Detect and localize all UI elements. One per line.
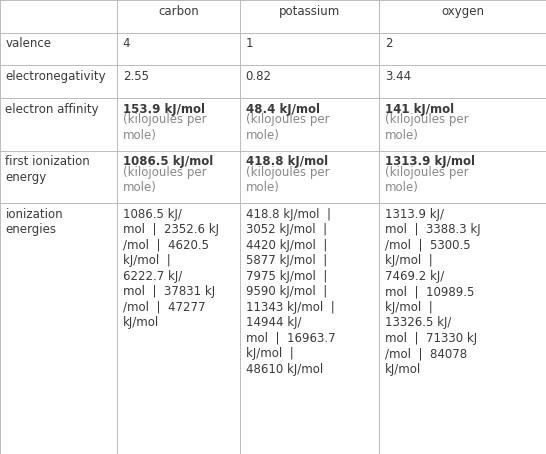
Text: (kilojoules per
mole): (kilojoules per mole) xyxy=(385,166,468,194)
Text: 1313.9 kJ/mol: 1313.9 kJ/mol xyxy=(385,155,475,168)
Text: electronegativity: electronegativity xyxy=(5,70,106,83)
Text: ionization
energies: ionization energies xyxy=(5,208,63,237)
Text: 4: 4 xyxy=(123,37,130,50)
Text: 2.55: 2.55 xyxy=(123,70,149,83)
Text: 141 kJ/mol: 141 kJ/mol xyxy=(385,103,454,116)
Text: 1: 1 xyxy=(246,37,253,50)
Text: (kilojoules per
mole): (kilojoules per mole) xyxy=(246,166,329,194)
Text: 3.44: 3.44 xyxy=(385,70,411,83)
Text: (kilojoules per
mole): (kilojoules per mole) xyxy=(123,113,206,142)
Text: first ionization
energy: first ionization energy xyxy=(5,155,90,184)
Text: 1313.9 kJ/
mol  |  3388.3 kJ
/mol  |  5300.5
kJ/mol  |
7469.2 kJ/
mol  |  10989.: 1313.9 kJ/ mol | 3388.3 kJ /mol | 5300.5… xyxy=(385,208,480,376)
Text: (kilojoules per
mole): (kilojoules per mole) xyxy=(246,113,329,142)
Text: electron affinity: electron affinity xyxy=(5,103,99,116)
Text: 153.9 kJ/mol: 153.9 kJ/mol xyxy=(123,103,205,116)
Text: 48.4 kJ/mol: 48.4 kJ/mol xyxy=(246,103,320,116)
Text: (kilojoules per
mole): (kilojoules per mole) xyxy=(123,166,206,194)
Text: 418.8 kJ/mol  |
3052 kJ/mol  |
4420 kJ/mol  |
5877 kJ/mol  |
7975 kJ/mol  |
9590: 418.8 kJ/mol | 3052 kJ/mol | 4420 kJ/mol… xyxy=(246,208,335,376)
Text: oxygen: oxygen xyxy=(441,5,484,18)
Text: 1086.5 kJ/mol: 1086.5 kJ/mol xyxy=(123,155,213,168)
Text: 0.82: 0.82 xyxy=(246,70,272,83)
Text: 1086.5 kJ/
mol  |  2352.6 kJ
/mol  |  4620.5
kJ/mol  |
6222.7 kJ/
mol  |  37831 : 1086.5 kJ/ mol | 2352.6 kJ /mol | 4620.5… xyxy=(123,208,219,330)
Text: valence: valence xyxy=(5,37,51,50)
Text: (kilojoules per
mole): (kilojoules per mole) xyxy=(385,113,468,142)
Text: 418.8 kJ/mol: 418.8 kJ/mol xyxy=(246,155,328,168)
Text: carbon: carbon xyxy=(158,5,199,18)
Text: 2: 2 xyxy=(385,37,393,50)
Text: potassium: potassium xyxy=(279,5,341,18)
